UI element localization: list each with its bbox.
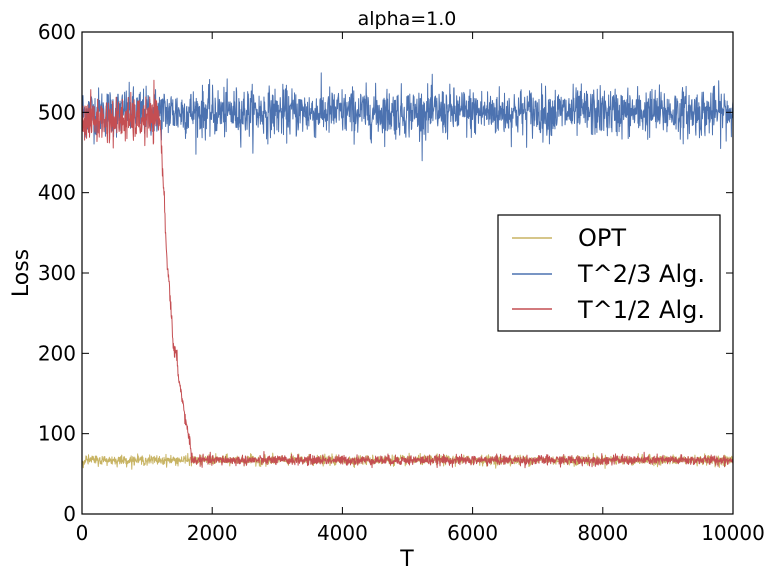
series-line-1 [81,72,734,162]
y-tick-label: 400 [38,181,76,205]
ticks-layer: 0 2000 4000 6000 8000 10000 0 100 200 300 400 500 60… [38,20,765,545]
series-line-2 [81,79,734,469]
series-layer [81,72,734,470]
y-axis-label: Loss [9,249,34,297]
y-tick-label: 300 [38,261,76,285]
y-tick-label: 600 [38,20,76,44]
legend-box [497,214,721,332]
x-tick-label: 2000 [187,521,238,545]
x-tick-label: 4000 [317,521,368,545]
chart-title: alpha=1.0 [358,8,457,30]
y-tick-label: 100 [38,422,76,446]
plot-frame [81,31,734,515]
legend-label-t12: T^1/2 Alg. [577,296,705,324]
legend: OPT T^2/3 Alg. T^1/2 Alg. [497,214,721,332]
x-tick-label: 0 [76,521,89,545]
y-tick-label: 0 [63,502,76,526]
x-tick-label: 6000 [447,521,498,545]
y-tick-label: 500 [38,100,76,124]
legend-label-opt: OPT [578,224,626,252]
legend-label-t23: T^2/3 Alg. [577,260,705,288]
x-axis-label: T [399,547,414,572]
y-tick-label: 200 [38,341,76,365]
x-tick-label: 8000 [577,521,628,545]
x-tick-label: 10000 [701,521,765,545]
